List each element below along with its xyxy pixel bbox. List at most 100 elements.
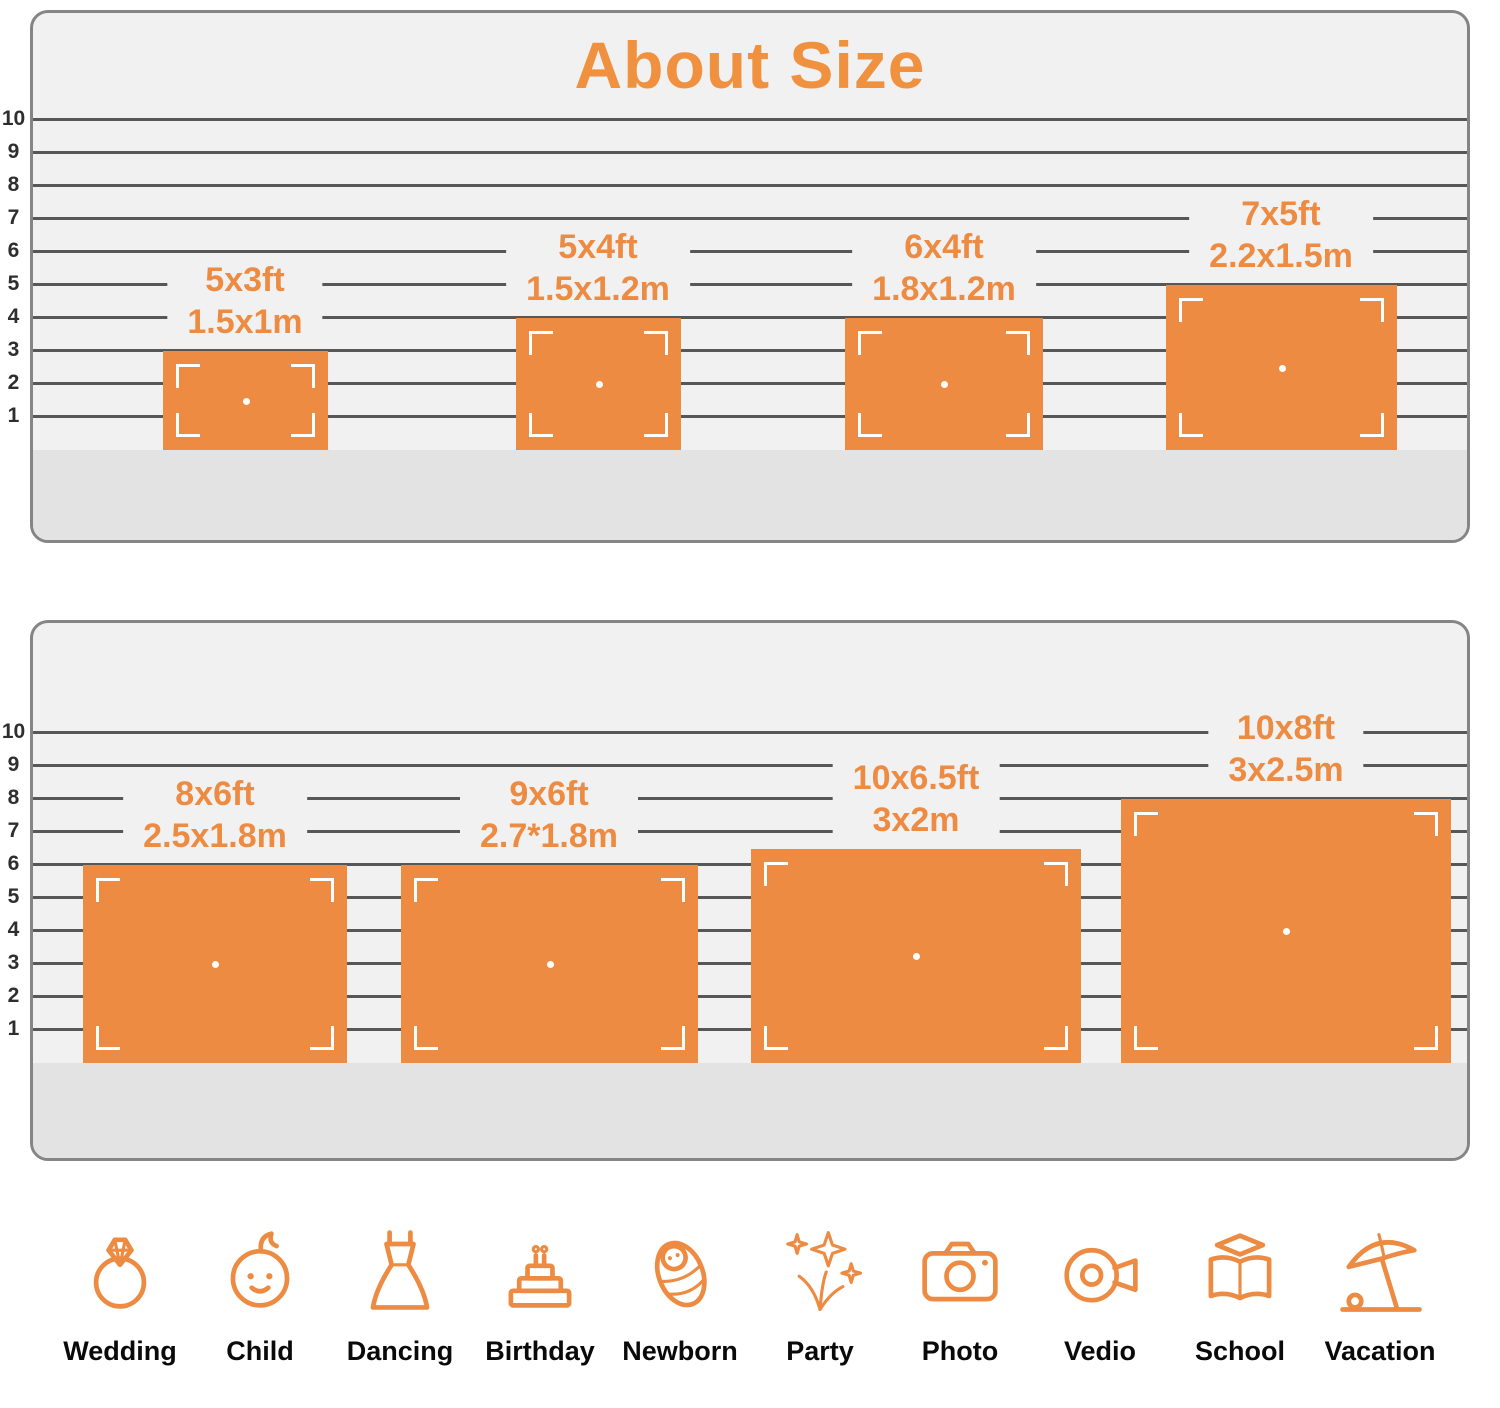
size-chart-bottom: 10 9 8 7 6 5 4 3 2 1 8x6ft 2.5x1.8m 9x6f… — [0, 620, 1500, 1161]
backdrop-bar-5x3 — [163, 351, 328, 450]
backdrop-bar-5x4 — [516, 318, 681, 450]
ruler-line — [33, 797, 1467, 800]
swaddled-baby-icon — [654, 1240, 707, 1308]
frame-corner-icon — [858, 331, 882, 355]
frame-corner-icon — [1414, 1026, 1438, 1050]
scale-tick: 3 — [7, 338, 20, 361]
category-label: Vacation — [1324, 1336, 1436, 1366]
size-label-9x6: 9x6ft 2.7*1.8m — [460, 772, 638, 859]
ruler-line — [33, 830, 1467, 833]
frame-corner-icon — [764, 1026, 788, 1050]
center-dot-icon — [913, 953, 920, 960]
ruler-line — [33, 929, 1467, 932]
scale-tick: 3 — [7, 951, 20, 974]
center-dot-icon — [242, 397, 250, 405]
category-label: Party — [786, 1336, 854, 1366]
category-photo: Photo — [892, 1218, 1028, 1367]
ruler-line — [33, 962, 1467, 965]
frame-corner-icon — [176, 413, 200, 437]
category-label: Dancing — [346, 1336, 454, 1366]
category-birthday: Birthday — [472, 1218, 608, 1367]
ruler-line — [33, 995, 1467, 998]
frame-corner-icon — [661, 878, 685, 902]
dress-icon — [370, 1230, 430, 1310]
category-school: School — [1172, 1218, 1308, 1367]
size-panel-1: About Size 5x3ft 1.5x1m 5x4ft 1.5x1.2m 6… — [30, 10, 1470, 543]
size-label-5x4: 5x4ft 1.5x1.2m — [506, 225, 690, 312]
size-label-10x65: 10x6.5ft 3x2m — [832, 756, 1000, 843]
category-label: Photo — [921, 1336, 999, 1366]
backdrop-bar-10x8 — [1121, 799, 1451, 1063]
category-child: Child — [192, 1218, 328, 1367]
ruler-line — [33, 118, 1467, 121]
ruler-line — [33, 283, 1467, 286]
scale-tick: 6 — [7, 239, 20, 262]
ruler-line — [33, 349, 1467, 352]
scale-tick: 10 — [1, 107, 26, 130]
center-dot-icon — [1283, 928, 1290, 935]
scale-tick: 5 — [7, 272, 20, 295]
category-label: School — [1194, 1336, 1285, 1366]
size-m: 2.5x1.8m — [143, 816, 287, 855]
scale-tick: 9 — [7, 140, 20, 163]
size-m: 2.2x1.5m — [1209, 236, 1353, 275]
video-camera-icon — [1064, 1247, 1138, 1303]
open-book-icon — [1208, 1233, 1272, 1301]
frame-corner-icon — [1179, 413, 1203, 437]
frame-corner-icon — [310, 878, 334, 902]
frame-corner-icon — [661, 1026, 685, 1050]
category-vacation: Vacation — [1312, 1218, 1448, 1367]
ruler-line — [33, 250, 1467, 253]
page-title: About Size — [574, 28, 926, 102]
size-m: 1.5x1.2m — [526, 269, 670, 308]
size-label-8x6: 8x6ft 2.5x1.8m — [123, 772, 307, 859]
size-label-5x3: 5x3ft 1.5x1m — [167, 258, 323, 345]
camera-icon — [922, 1241, 998, 1302]
backdrop-bar-10x65 — [751, 849, 1081, 1063]
center-dot-icon — [212, 961, 219, 968]
size-ft: 5x3ft — [205, 261, 285, 300]
scale-tick: 1 — [7, 1017, 20, 1040]
category-vedio: Vedio — [1032, 1218, 1168, 1367]
category-label: Child — [226, 1336, 294, 1366]
size-label-10x8: 10x8ft 3x2.5m — [1208, 706, 1364, 793]
floor-strip — [33, 450, 1467, 540]
ruler-line — [33, 184, 1467, 187]
scale-tick: 1 — [7, 404, 20, 427]
ruler-line — [33, 382, 1467, 385]
floor-strip — [33, 1063, 1467, 1158]
center-dot-icon — [546, 961, 554, 968]
center-dot-icon — [941, 381, 948, 388]
scale-tick: 8 — [7, 786, 20, 809]
center-dot-icon — [595, 381, 603, 388]
category-newborn: Newborn — [612, 1218, 748, 1367]
ruler-line — [33, 217, 1467, 220]
backdrop-bar-8x6 — [83, 865, 347, 1063]
scale-tick: 6 — [7, 852, 20, 875]
ruler-line — [33, 415, 1467, 418]
frame-corner-icon — [414, 1026, 438, 1050]
frame-corner-icon — [644, 413, 668, 437]
size-m: 3x2.5m — [1228, 750, 1344, 789]
scale-tick: 10 — [1, 720, 26, 743]
size-ft: 9x6ft — [509, 775, 589, 814]
frame-corner-icon — [1414, 812, 1438, 836]
scale-tick: 9 — [7, 753, 20, 776]
ruler-line — [33, 731, 1467, 734]
size-ft: 6x4ft — [904, 228, 984, 267]
frame-corner-icon — [291, 364, 315, 388]
frame-corner-icon — [414, 878, 438, 902]
scale-tick: 4 — [7, 918, 20, 941]
scale-tick: 5 — [7, 885, 20, 908]
size-label-7x5: 7x5ft 2.2x1.5m — [1189, 192, 1373, 279]
category-label: Newborn — [622, 1336, 738, 1366]
size-ft: 8x6ft — [175, 775, 255, 814]
ruler-line — [33, 896, 1467, 899]
fireworks-icon — [786, 1231, 863, 1312]
frame-corner-icon — [1134, 812, 1158, 836]
ruler-line — [33, 863, 1467, 866]
ruler-line — [33, 151, 1467, 154]
frame-corner-icon — [529, 413, 553, 437]
size-ft: 10x8ft — [1236, 709, 1336, 748]
frame-corner-icon — [1360, 298, 1384, 322]
